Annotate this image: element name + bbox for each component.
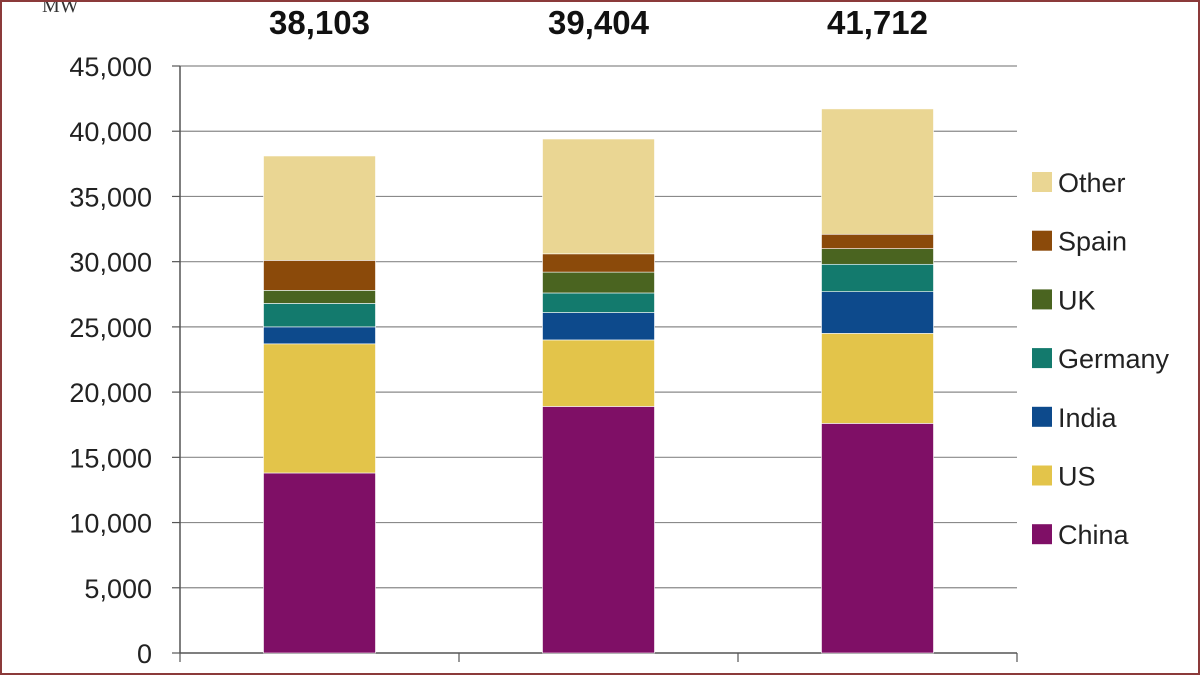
y-tick-label: 0 — [137, 639, 152, 669]
bar-total-label: 39,404 — [548, 4, 650, 41]
bar-segment-uk — [542, 271, 655, 294]
y-tick-label: 25,000 — [69, 313, 152, 343]
bar-segment-other — [263, 155, 376, 261]
y-tick-label: 10,000 — [69, 509, 152, 539]
bar-segment-germany — [542, 292, 655, 313]
legend-label-us: US — [1058, 462, 1096, 492]
y-tick-label: 15,000 — [69, 443, 152, 473]
bar-total-label: 38,103 — [269, 4, 370, 41]
legend-label-china: China — [1058, 520, 1130, 550]
bar-segment-us — [263, 343, 376, 474]
legend-label-uk: UK — [1058, 285, 1096, 315]
y-tick-label: 5,000 — [84, 574, 152, 604]
legend-swatch-us — [1032, 465, 1052, 486]
y-axis: 0 5,000 10,000 15,000 20,000 25,000 30,000 35,0… — [69, 52, 1018, 669]
bar-segment-germany — [821, 263, 934, 292]
legend-swatch-other — [1032, 172, 1052, 192]
y-tick-label: 20,000 — [69, 378, 152, 408]
legend-swatch-germany — [1032, 348, 1052, 369]
bar-segment-china — [263, 472, 376, 654]
bar-segment-us — [542, 339, 655, 407]
bar-segment-uk — [821, 248, 934, 265]
legend-swatch-india — [1032, 406, 1052, 427]
y-tick-label: 40,000 — [69, 117, 152, 147]
legend-swatch-spain — [1032, 230, 1052, 251]
legend-swatch-uk — [1032, 289, 1052, 310]
bar-segment-spain — [263, 260, 376, 291]
bar-segment-india — [821, 291, 934, 334]
bars — [263, 108, 934, 654]
legend-swatch-china — [1032, 524, 1052, 545]
legend: Other Spain UK Germany India US China — [1032, 168, 1170, 550]
bar-total-label: 41,712 — [827, 4, 928, 41]
y-axis-unit-label: MW — [42, 2, 79, 17]
bar-segment-uk — [263, 290, 376, 304]
y-tick-label: 30,000 — [69, 248, 152, 278]
y-tick-label: 45,000 — [69, 52, 152, 82]
bar-segment-spain — [821, 233, 934, 249]
legend-label-spain: Spain — [1058, 227, 1127, 257]
total-labels: 38,103 39,404 41,712 — [269, 4, 928, 41]
bar-segment-us — [821, 333, 934, 424]
bar-segment-spain — [542, 253, 655, 273]
legend-label-india: India — [1058, 403, 1118, 433]
bar-segment-other — [821, 108, 934, 235]
y-tick-label: 35,000 — [69, 182, 152, 212]
bar-segment-china — [542, 406, 655, 654]
bar-segment-germany — [263, 303, 376, 328]
bar-segment-india — [263, 326, 376, 345]
bar-segment-india — [542, 312, 655, 341]
legend-label-germany: Germany — [1058, 344, 1170, 374]
bar-segment-china — [821, 423, 934, 654]
legend-label-other: Other — [1058, 168, 1126, 198]
bar-segment-other — [542, 138, 655, 255]
